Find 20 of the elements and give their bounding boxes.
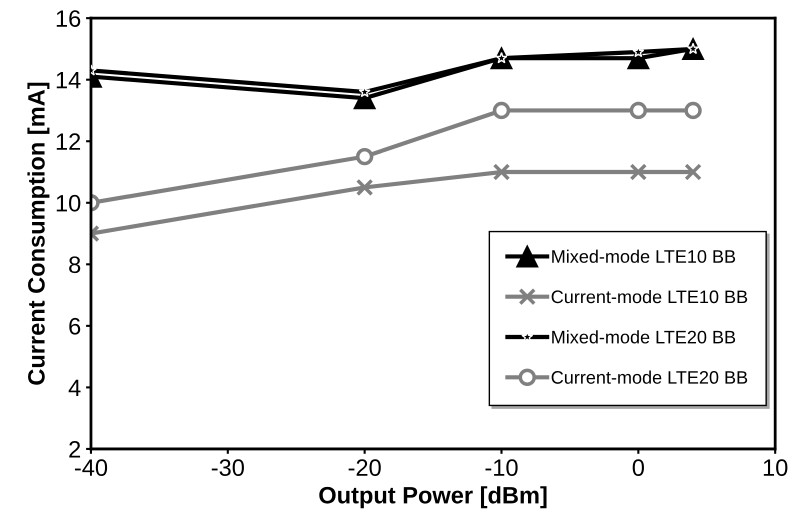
x-tick-label: -20 bbox=[348, 459, 381, 476]
legend-label: Mixed-mode LTE20 BB bbox=[552, 330, 736, 344]
x-tick-label: -30 bbox=[212, 459, 244, 476]
y-tick-label: 4 bbox=[68, 380, 81, 396]
x-tick-label: 0 bbox=[632, 459, 644, 476]
y-tick-label: 14 bbox=[56, 72, 81, 88]
x-tick-label: 10 bbox=[764, 459, 788, 476]
y-tick-label: 10 bbox=[56, 194, 80, 212]
y-tick-label: 8 bbox=[69, 256, 80, 274]
x-tick-label: -40 bbox=[74, 459, 108, 476]
y-tick-label: 2 bbox=[69, 441, 80, 458]
y-tick-label: 16 bbox=[56, 10, 80, 27]
x-axis-title: Output Power [dBm] bbox=[319, 486, 547, 508]
legend-label: Mixed-mode LTE10 BB bbox=[552, 250, 736, 263]
legend-label: Current-mode LTE20 BB bbox=[552, 370, 748, 384]
y-tick-label: 6 bbox=[69, 318, 80, 335]
y-tick-label: 12 bbox=[56, 133, 80, 150]
y-axis-title: Current Consumption [mA] bbox=[27, 82, 50, 385]
legend-label: Current-mode LTE10 BB bbox=[552, 290, 748, 304]
x-tick-label: -10 bbox=[485, 459, 518, 476]
